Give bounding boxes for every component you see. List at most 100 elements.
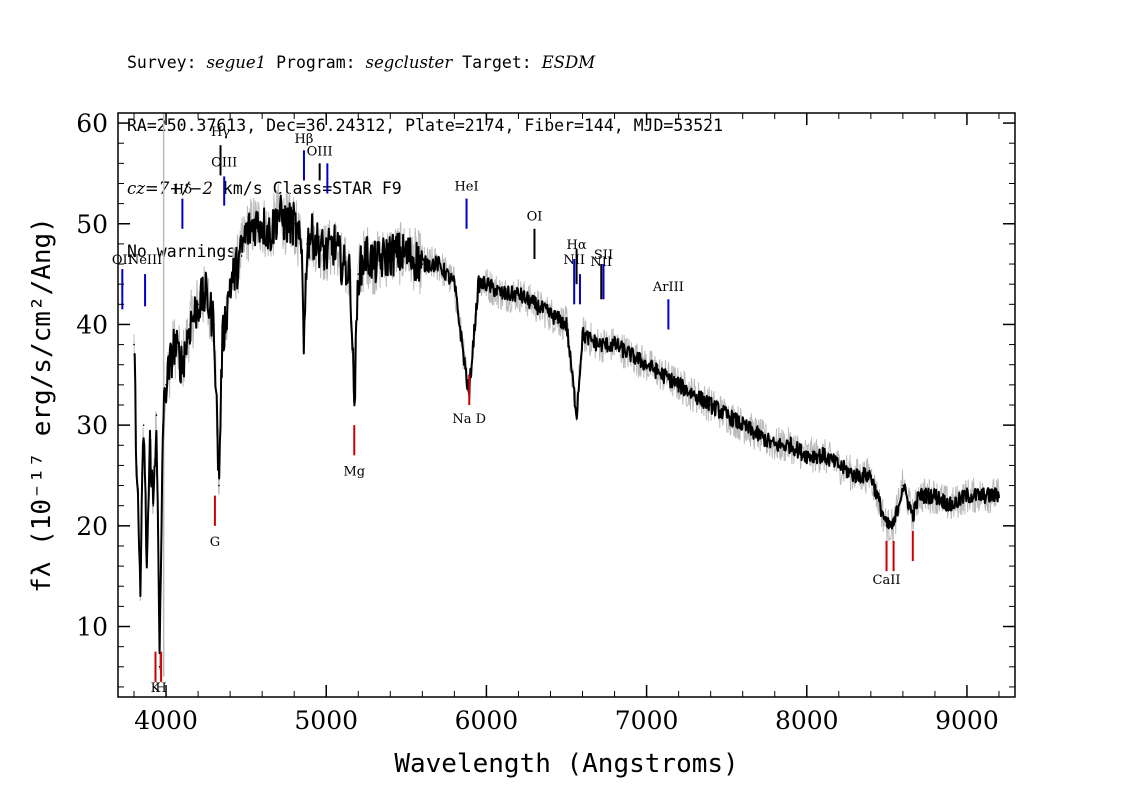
flux-data-point [189, 323, 191, 326]
tick-layer: 4000 5000 6000 7000 8000 9000 10 20 30 40 50 60 [76, 109, 1015, 735]
spectral-line-label: OIII [307, 144, 333, 159]
spectral-line-label: H [155, 681, 166, 696]
flux-data-point [645, 363, 648, 366]
flux-data-point [353, 404, 356, 406]
flux-data-point [152, 504, 155, 507]
flux-data-point [998, 494, 1000, 497]
error-band-line [133, 183, 1000, 671]
flux-data-point [173, 343, 175, 346]
flux-data-point [133, 343, 135, 346]
x-tick-label: 5000 [294, 706, 358, 735]
target-label: Target: [452, 53, 542, 72]
flux-data-point [389, 253, 392, 255]
flux-data-point [838, 464, 840, 467]
flux-data-point [293, 222, 295, 225]
spectral-line-label: Na D [452, 412, 486, 427]
flux-data-point [934, 494, 936, 497]
flux-data-point [365, 253, 368, 255]
flux-data-point [373, 263, 376, 265]
flux-data-point [269, 233, 271, 235]
flux-data-point [757, 434, 760, 437]
flux-data-point [213, 323, 215, 326]
flux-data-point [918, 494, 920, 497]
flux-data-point [581, 333, 584, 336]
flux-data-point [565, 323, 568, 326]
series-layer [133, 194, 1000, 668]
flux-data-point [575, 414, 578, 416]
flux-data-point [773, 444, 776, 447]
spectral-line-label: HeI [454, 180, 478, 195]
flux-data-point [533, 303, 536, 306]
flux-data-point [912, 514, 914, 517]
spectrum-header: Survey: segue1 Program: segcluster Targe… [127, 10, 723, 283]
flux-data-point [854, 474, 856, 477]
flux-data-point [950, 504, 952, 507]
flux-data-point [285, 222, 287, 225]
y-tick-label: 20 [76, 512, 108, 541]
spectral-line-label: Hγ [211, 125, 230, 140]
flux-data-point [892, 525, 895, 527]
flux-data-point [136, 484, 139, 487]
x-tick-label: 4000 [134, 706, 198, 735]
flux-data-point [221, 343, 223, 346]
flux-data-point [693, 394, 696, 396]
survey-value: segue1 [206, 53, 267, 72]
program-label: Program: [266, 53, 366, 72]
flux-data-point [325, 253, 328, 255]
x-tick-label: 8000 [775, 706, 839, 735]
spectral-line-label: SII [594, 248, 613, 263]
error-band-layer [133, 113, 1000, 677]
spectral-line-label: Hβ [295, 132, 314, 147]
x-tick-label: 6000 [455, 706, 519, 735]
survey-label: Survey: [127, 53, 207, 72]
flux-data-point [197, 303, 199, 306]
flux-data-point [237, 263, 239, 265]
header-line-1: Survey: segue1 Program: segcluster Targe… [127, 52, 723, 73]
flux-data-point [789, 444, 792, 447]
flux-data-point [261, 222, 263, 225]
spectral-line-label: CaII [873, 573, 901, 588]
flux-data-point [149, 444, 151, 447]
plot-frame [117, 112, 1016, 698]
flux-data-point [303, 343, 305, 346]
flux-data-point [205, 293, 207, 296]
flux-data-point [309, 233, 312, 235]
spectral-line-label: NII [590, 255, 612, 270]
flux-data-point [139, 585, 142, 588]
flux-data-point [517, 293, 520, 296]
flux-data-point [741, 424, 744, 426]
flux-data-point [982, 494, 984, 497]
flux-data-point [301, 253, 304, 255]
flux-data-point [306, 243, 308, 245]
flux-data-point [709, 404, 712, 406]
flux-data-point [317, 243, 320, 245]
spectral-line-label: OI [527, 210, 543, 225]
flux-data-point [870, 474, 872, 477]
flux-data-point [902, 484, 904, 487]
flux-data-point [253, 222, 255, 225]
flux-data-point [181, 363, 183, 366]
flux-data-point [677, 384, 680, 386]
y-tick-label: 40 [76, 310, 108, 339]
spectral-line-label: NII [563, 253, 585, 268]
flux-data-point [597, 343, 600, 346]
flux-data-point [245, 233, 247, 235]
flux-data-point [142, 424, 145, 426]
cz-value: cz=7+/−2 [127, 179, 213, 198]
y-tick-label: 10 [76, 613, 108, 642]
flux-data-point [165, 384, 167, 386]
flux-data-point [357, 273, 360, 275]
x-axis-label: Wavelength (Angstroms) [394, 749, 738, 779]
y-tick-label: 30 [76, 411, 108, 440]
line-marker-layer: OIINeIIIHδHγOIIIHβOIIIHeIOINIIHαNIISIIAr… [112, 125, 914, 696]
flux-data-point [453, 283, 456, 285]
flux-data-point [613, 343, 616, 346]
y-axis-label: fλ (10⁻¹⁷ erg/s/cm²/Ang) [27, 217, 57, 593]
spectral-line-label: OII [112, 253, 133, 268]
flux-data-point [158, 665, 161, 668]
flux-data-point [155, 414, 158, 416]
flux-series-line [133, 194, 1000, 655]
program-value: segcluster [365, 53, 453, 72]
spectral-line-label: ArIII [652, 280, 684, 295]
x-tick-label: 9000 [935, 706, 999, 735]
